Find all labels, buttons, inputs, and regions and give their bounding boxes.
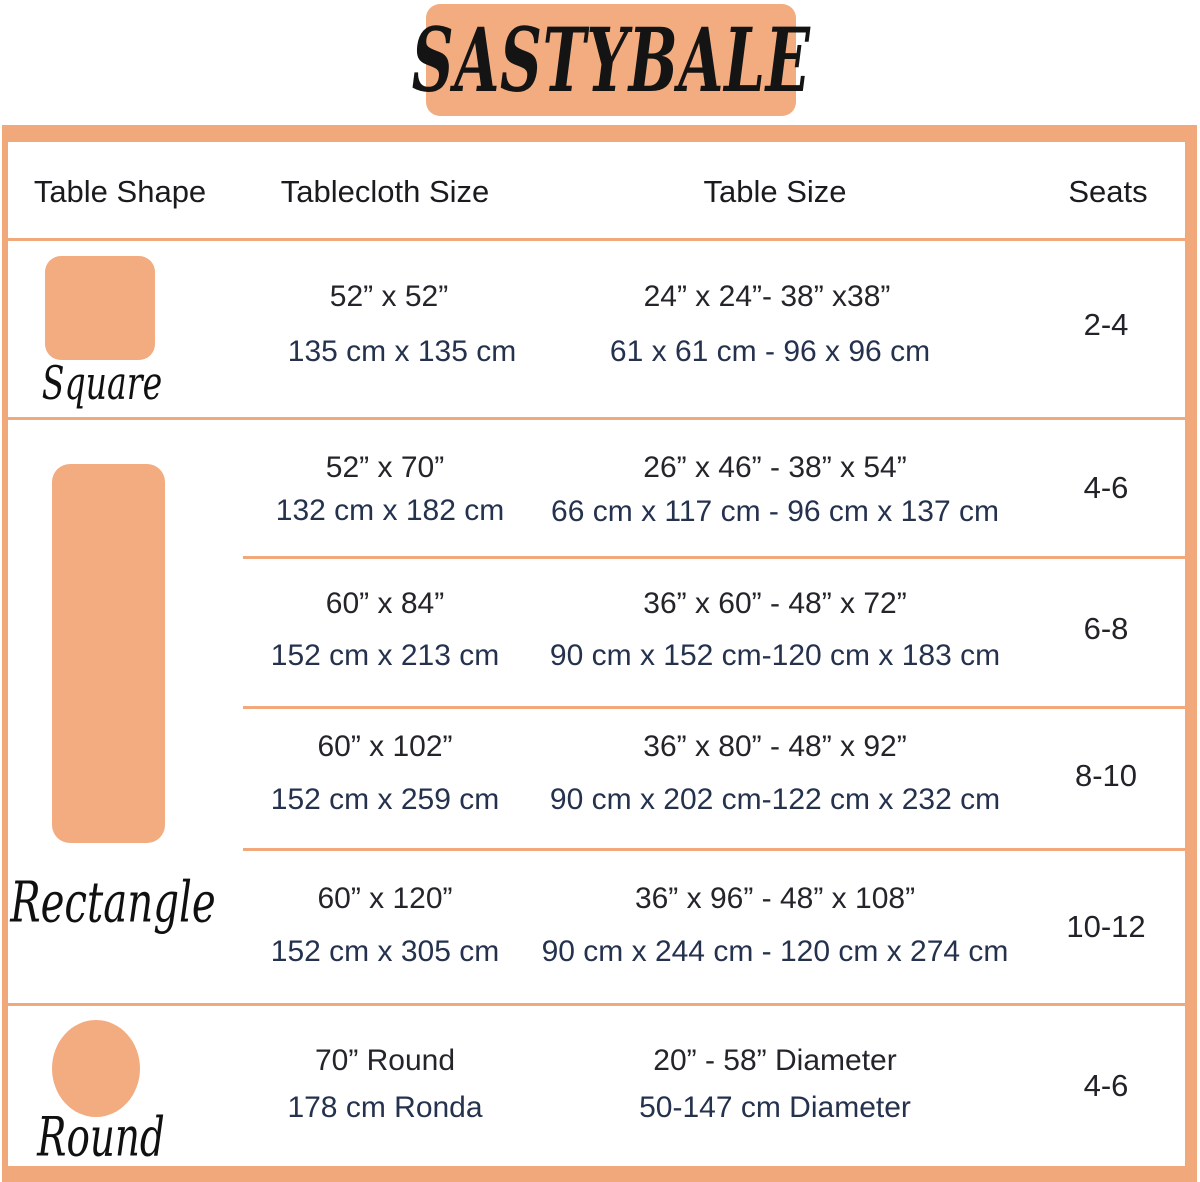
rect-row4-seats: 10-12 [1066,909,1146,944]
rect-row2-cloth-size-cm: 152 cm x 213 cm [270,639,500,672]
round-table-size-cm: 50-147 cm Diameter [639,1091,911,1124]
rect-row1-cloth-size-cm: 132 cm x 182 cm [275,494,505,527]
rect-row2-cloth-size-in: 60” x 84” [325,587,445,620]
rect-row4-cloth-size-cm: 152 cm x 305 cm [270,935,500,968]
rect-row1-table-size-cm: 66 cm x 117 cm - 96 cm x 137 cm [551,495,999,528]
divider-square-rectangle [8,417,1185,420]
rect-row2-table-size-in: 36” x 60” - 48” x 72” [643,587,907,620]
round-seats: 4-6 [1083,1068,1129,1103]
rect-row4-cloth-size-in: 60” x 120” [317,882,453,915]
round-shape-icon [52,1020,140,1117]
rect-row3-table-size-in: 36” x 80” - 48” x 92” [643,730,907,763]
rect-row4-table-size-cm: 90 cm x 244 cm - 120 cm x 274 cm [541,935,1009,968]
square-seats: 2-4 [1083,307,1129,342]
column-header-tablecloth-size: Tablecloth Size [280,174,490,209]
square-table-size-in: 24” x 24”- 38” x38” [643,280,891,313]
round-cloth-size-cm: 178 cm Ronda [287,1091,483,1124]
divider-rect-row-2 [243,706,1185,709]
square-label: Square [41,356,163,410]
round-table-size-in: 20” - 58” Diameter [653,1044,897,1077]
divider-rect-row-3 [243,848,1185,851]
divider-header [8,238,1185,241]
square-cloth-size-cm: 135 cm x 135 cm [287,335,517,368]
brand-badge: SASTYBALE [412,4,810,116]
table-frame [2,125,1197,1182]
rectangle-label: Rectangle [10,870,216,936]
column-header-table-size: Table Size [703,174,847,209]
round-label: Round [37,1105,165,1169]
divider-rect-row-1 [243,556,1185,559]
rectangle-shape-icon [52,464,165,843]
rect-row3-cloth-size-cm: 152 cm x 259 cm [270,783,500,816]
rect-row1-table-size-in: 26” x 46” - 38” x 54” [643,451,907,484]
rect-row1-seats: 4-6 [1083,470,1129,505]
rect-row2-seats: 6-8 [1083,611,1129,646]
rect-row4-table-size-in: 36” x 96” - 48” x 108” [634,882,916,915]
rect-row3-table-size-cm: 90 cm x 202 cm-122 cm x 232 cm [549,783,1001,816]
round-cloth-size-in: 70” Round [314,1044,456,1077]
column-header-table-shape: Table Shape [33,174,207,209]
brand-name: SASTYBALE [411,8,811,112]
rect-row3-cloth-size-in: 60” x 102” [317,730,453,763]
rect-row3-seats: 8-10 [1074,758,1138,793]
rect-row1-cloth-size-in: 52” x 70” [325,451,445,484]
square-shape-icon [45,256,155,360]
column-header-seats: Seats [1068,174,1148,209]
rect-row2-table-size-cm: 90 cm x 152 cm-120 cm x 183 cm [549,639,1001,672]
divider-rectangle-round [8,1003,1185,1006]
square-cloth-size-in: 52” x 52” [329,280,449,313]
square-table-size-cm: 61 x 61 cm - 96 x 96 cm [609,335,931,368]
